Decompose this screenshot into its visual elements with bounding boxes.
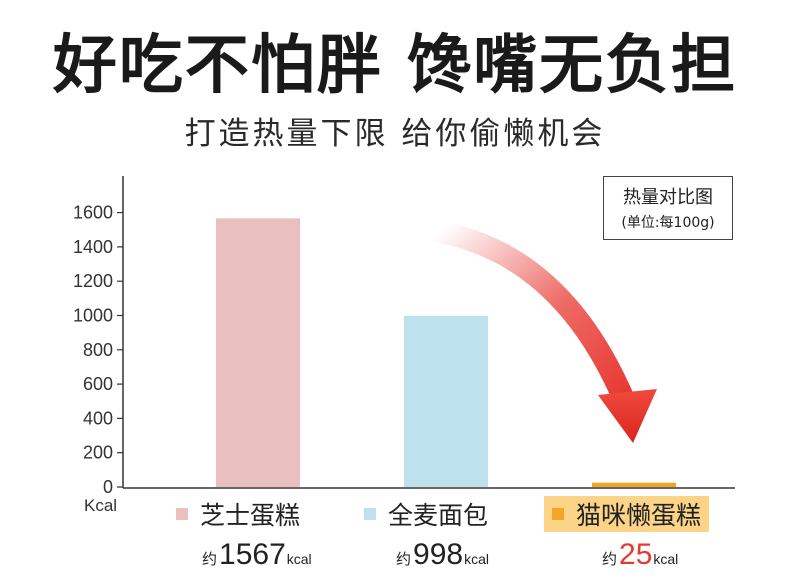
legend-box: 热量对比图 (单位:每100g) bbox=[603, 176, 733, 240]
y-tick-label: 400 bbox=[83, 408, 113, 428]
value-unit: kcal bbox=[653, 551, 679, 567]
category-bread: 全麦面包 bbox=[364, 496, 488, 532]
headline: 好吃不怕胖 馋嘴无负担 bbox=[52, 29, 738, 103]
y-tick-label: 1400 bbox=[73, 237, 113, 257]
value-number: 25 bbox=[619, 538, 653, 571]
bar-cat-cake bbox=[592, 482, 676, 487]
value-label-cheesecake: 约 1567 kcal bbox=[202, 538, 312, 572]
bar-cheesecake bbox=[216, 218, 300, 487]
category-label: 芝士蛋糕 bbox=[200, 501, 301, 530]
subheadline: 打造热量下限 给你偷懒机会 bbox=[184, 116, 606, 152]
y-tick-label: 800 bbox=[83, 340, 113, 360]
value-prefix: 约 bbox=[202, 550, 218, 568]
value-label-bread: 约 998 kcal bbox=[396, 538, 489, 572]
y-tick-label: 1000 bbox=[73, 306, 113, 326]
y-axis-unit: Kcal bbox=[84, 496, 118, 515]
value-prefix: 约 bbox=[396, 550, 412, 568]
trend-arrow-icon bbox=[429, 221, 633, 406]
value-prefix: 约 bbox=[602, 550, 618, 568]
value-unit: kcal bbox=[286, 551, 312, 567]
category-label: 猫咪懒蛋糕 bbox=[576, 501, 702, 530]
bar-bread bbox=[404, 315, 488, 487]
y-tick-label: 600 bbox=[83, 374, 113, 394]
cheesecake-swatch-icon bbox=[176, 508, 188, 520]
value-label-cat-cake: 约 25 kcal bbox=[602, 538, 678, 572]
category-cat-cake: 猫咪懒蛋糕 bbox=[544, 496, 710, 532]
category-label: 全麦面包 bbox=[388, 501, 489, 530]
trend-arrowhead-icon bbox=[598, 389, 657, 443]
category-cheesecake: 芝士蛋糕 bbox=[176, 496, 300, 532]
cat-cake-swatch-icon bbox=[552, 508, 564, 520]
legend-title: 热量对比图 bbox=[623, 187, 713, 208]
y-tick-label: 200 bbox=[83, 443, 113, 463]
bread-swatch-icon bbox=[364, 508, 376, 520]
value-unit: kcal bbox=[464, 551, 489, 567]
value-number: 1567 bbox=[219, 538, 286, 571]
y-tick-label: 1600 bbox=[73, 203, 113, 223]
y-tick-label: 0 bbox=[103, 477, 113, 497]
legend-unit: (单位:每100g) bbox=[621, 215, 715, 231]
value-number: 998 bbox=[413, 538, 464, 571]
y-tick-label: 1200 bbox=[73, 271, 113, 291]
